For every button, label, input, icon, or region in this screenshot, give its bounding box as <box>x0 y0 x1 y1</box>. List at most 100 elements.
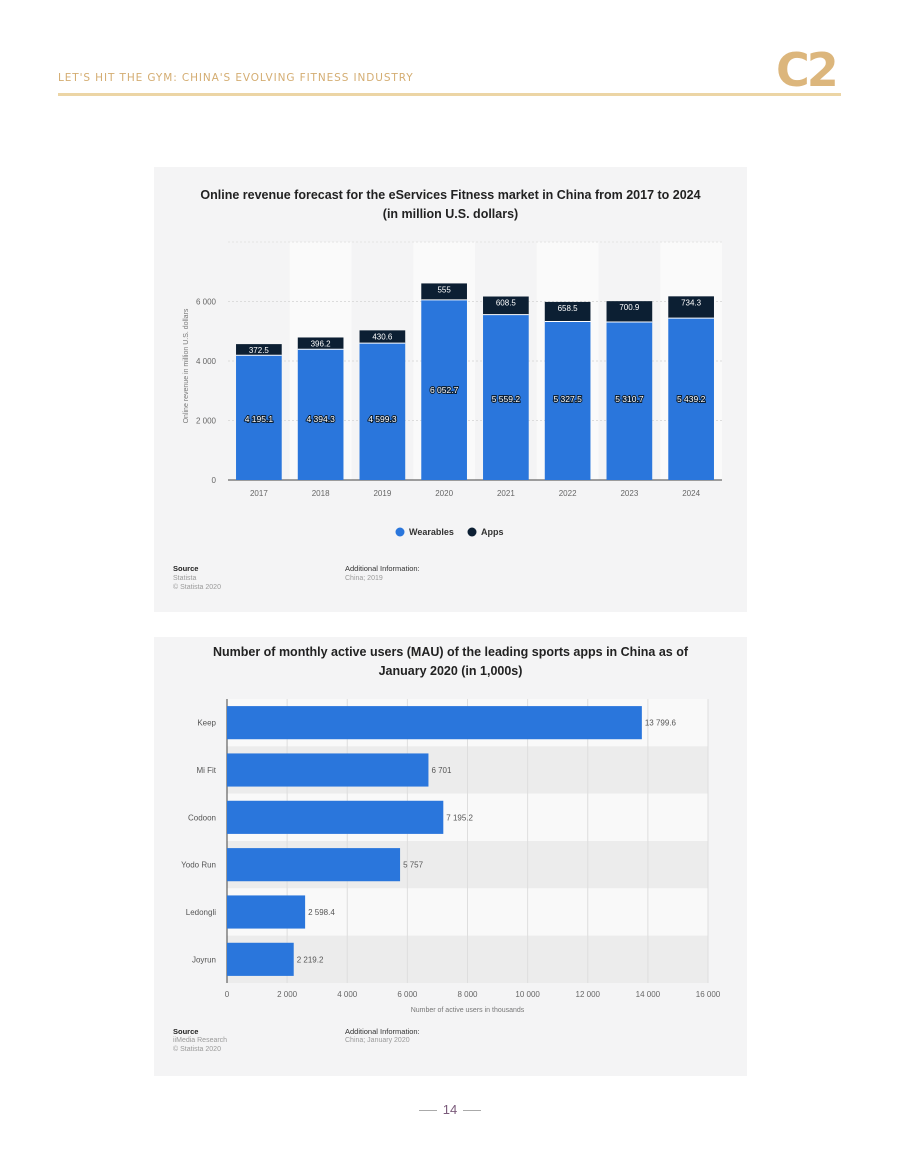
revenue-xtick-label: 2019 <box>373 489 391 498</box>
apps-data-label: 700.9 <box>619 303 640 312</box>
wearables-bar <box>544 321 591 480</box>
mau-source-heading: Source <box>173 1027 199 1036</box>
wearables-bar <box>297 349 344 480</box>
apps-data-label: 608.5 <box>496 299 517 308</box>
mau-xtick-label: 12 000 <box>576 990 601 999</box>
mau-bar <box>227 895 306 929</box>
apps-data-label: 658.5 <box>558 304 579 313</box>
mau-copyright-line: © Statista 2020 <box>173 1046 221 1053</box>
mau-data-label: 5 757 <box>403 861 424 870</box>
legend-wearables-swatch <box>395 527 405 537</box>
mau-category-label: Ledongli <box>186 908 216 917</box>
mau-additional-info-line: China; January 2020 <box>345 1037 410 1044</box>
page-number-dash-right <box>463 1110 482 1112</box>
mau-xtick-label: 10 000 <box>515 990 540 999</box>
mau-data-label: 6 701 <box>431 766 452 775</box>
mau-data-label: 2 219.2 <box>297 955 324 964</box>
revenue-ytick-label: 2 000 <box>196 417 217 426</box>
apps-data-label: 430.6 <box>372 332 393 341</box>
revenue-xtick-label: 2020 <box>435 489 453 498</box>
revenue-additional-info-heading: Additional Information: <box>345 564 420 573</box>
mau-chart-title: Number of monthly active users (MAU) of … <box>154 643 747 681</box>
revenue-source-heading: Source <box>173 564 199 573</box>
mau-additional-info-heading: Additional Information: <box>345 1027 420 1036</box>
apps-bar <box>421 283 467 300</box>
mau-chart-subtitle: January 2020 (in 1,000s) <box>378 664 523 678</box>
apps-bar <box>297 337 344 350</box>
wearables-data-label: 4 394.3 <box>306 414 335 424</box>
revenue-additional-info-line: China; 2019 <box>345 575 383 582</box>
mau-chart-title-line1: Number of monthly active users (MAU) of … <box>212 645 689 659</box>
revenue-chart-panel: Online revenue forecast for the eService… <box>154 167 747 612</box>
revenue-y-axis-label: Online revenue in million U.S. dollars <box>183 308 190 423</box>
revenue-xtick-label: 2022 <box>559 489 577 498</box>
revenue-xtick-label: 2021 <box>497 489 515 498</box>
wearables-data-label: 5 559.2 <box>492 394 521 404</box>
apps-bar <box>483 296 529 315</box>
mau-category-label: Yodo Run <box>181 861 216 870</box>
header-rule <box>58 93 841 96</box>
revenue-xtick-label: 2024 <box>682 489 700 498</box>
mau-data-label: 13 799.6 <box>645 719 677 728</box>
wearables-data-label: 5 327.5 <box>553 394 582 404</box>
revenue-chart-subtitle: (in million U.S. dollars) <box>382 207 519 221</box>
apps-bar <box>236 344 282 356</box>
revenue-ytick-label: 0 <box>212 476 217 485</box>
svg-text:C2: C2 <box>776 44 836 92</box>
apps-bar <box>359 330 406 344</box>
mau-bar <box>227 753 429 787</box>
wearables-bar <box>359 343 406 480</box>
legend-apps-swatch <box>467 527 477 537</box>
page-number-dash-left <box>418 1110 437 1112</box>
apps-data-label: 372.5 <box>249 346 270 355</box>
c2-logo: C2 <box>776 44 839 92</box>
mau-chart: 0 2 000 4 000 6 000 8 000 10 000 12 000 14 000 1… <box>181 699 721 1014</box>
revenue-ytick-label: 4 000 <box>196 357 217 366</box>
mau-category-label: Codoon <box>188 813 216 822</box>
apps-data-label: 734.3 <box>681 298 702 307</box>
mau-xtick-label: 2 000 <box>277 990 298 999</box>
page-number: 14 <box>0 1102 900 1117</box>
mau-xtick-label: 16 000 <box>696 990 721 999</box>
wearables-bar <box>606 322 653 480</box>
revenue-xtick-label: 2017 <box>250 489 268 498</box>
mau-bar <box>227 942 294 976</box>
mau-xtick-label: 14 000 <box>636 990 661 999</box>
mau-xtick-label: 8 000 <box>457 990 478 999</box>
mau-xtick-label: 0 <box>225 990 230 999</box>
page-number-value: 14 <box>442 1102 458 1117</box>
mau-data-label: 2 598.4 <box>308 908 335 917</box>
wearables-data-label: 4 599.3 <box>368 414 397 424</box>
apps-bar <box>668 296 714 319</box>
mau-bar <box>227 848 401 882</box>
revenue-chart-title: Online revenue forecast for the eService… <box>154 186 747 224</box>
mau-category-label: Keep <box>197 719 216 728</box>
mau-bar <box>227 800 444 834</box>
revenue-chart: 0 2 000 4 000 6 000 Online revenue in millio… <box>183 241 722 537</box>
wearables-bar <box>236 355 282 480</box>
wearables-data-label: 4 195.1 <box>245 414 274 424</box>
mau-xtick-label: 6 000 <box>397 990 418 999</box>
revenue-xtick-label: 2018 <box>312 489 330 498</box>
revenue-chart-title-line1: Online revenue forecast for the eService… <box>200 188 701 202</box>
legend-apps-label: Apps <box>481 527 504 537</box>
wearables-bar <box>483 314 529 480</box>
revenue-copyright-line: © Statista 2020 <box>173 584 221 591</box>
wearables-bar <box>668 318 714 480</box>
revenue-source-line: Statista <box>173 575 197 582</box>
revenue-ytick-label: 6 000 <box>196 298 217 307</box>
apps-data-label: 396.2 <box>311 339 332 348</box>
wearables-data-label: 5 439.2 <box>677 394 706 404</box>
mau-xtick-label: 4 000 <box>337 990 358 999</box>
mau-x-axis-label: Number of active users in thousands <box>411 1007 525 1014</box>
revenue-xtick-label: 2023 <box>620 489 638 498</box>
apps-data-label: 555 <box>437 285 451 294</box>
apps-bar <box>606 301 653 323</box>
mau-bar <box>227 706 642 740</box>
wearables-bar <box>421 299 467 480</box>
mau-data-label: 7 195.2 <box>446 813 473 822</box>
mau-category-label: Joyrun <box>192 955 216 964</box>
mau-source-line: iiMedia Research <box>173 1037 228 1044</box>
apps-bar <box>544 301 591 322</box>
wearables-data-label: 5 310.7 <box>615 394 644 404</box>
